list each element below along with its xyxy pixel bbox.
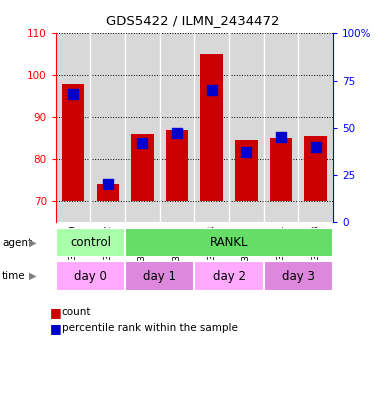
Text: agent: agent: [2, 238, 32, 248]
Bar: [160, 33, 194, 222]
Text: day 3: day 3: [282, 270, 315, 283]
Text: ▶: ▶: [29, 238, 37, 248]
Text: control: control: [70, 236, 111, 249]
Point: [209, 87, 215, 93]
Bar: [125, 261, 194, 291]
Text: day 2: day 2: [213, 270, 246, 283]
Text: ■: ■: [50, 306, 62, 319]
Bar: [305, 136, 327, 201]
Bar: [229, 33, 264, 222]
Point: [313, 143, 319, 150]
Text: ▶: ▶: [29, 271, 37, 281]
Bar: [62, 84, 84, 201]
Bar: [235, 140, 258, 201]
Text: day 1: day 1: [143, 270, 176, 283]
Bar: [264, 33, 298, 222]
Bar: [194, 261, 264, 291]
Bar: [131, 134, 154, 201]
Text: count: count: [62, 307, 91, 318]
Bar: [194, 33, 229, 222]
Text: GDS5422 / ILMN_2434472: GDS5422 / ILMN_2434472: [106, 14, 279, 27]
Text: RANKL: RANKL: [210, 236, 248, 249]
Bar: [201, 54, 223, 201]
Point: [243, 149, 249, 155]
Bar: [270, 138, 292, 201]
Text: ■: ■: [50, 321, 62, 335]
Bar: [97, 184, 119, 201]
Bar: [264, 261, 333, 291]
Point: [174, 130, 180, 136]
Bar: [56, 261, 125, 291]
Bar: [90, 33, 125, 222]
Bar: [298, 33, 333, 222]
Text: percentile rank within the sample: percentile rank within the sample: [62, 323, 238, 333]
Bar: [125, 33, 160, 222]
Point: [105, 181, 111, 187]
Bar: [125, 228, 333, 257]
Text: day 0: day 0: [74, 270, 107, 283]
Bar: [56, 33, 90, 222]
Point: [70, 91, 76, 97]
Point: [278, 134, 284, 140]
Bar: [166, 130, 188, 201]
Bar: [56, 228, 125, 257]
Text: time: time: [2, 271, 25, 281]
Point: [139, 140, 146, 146]
